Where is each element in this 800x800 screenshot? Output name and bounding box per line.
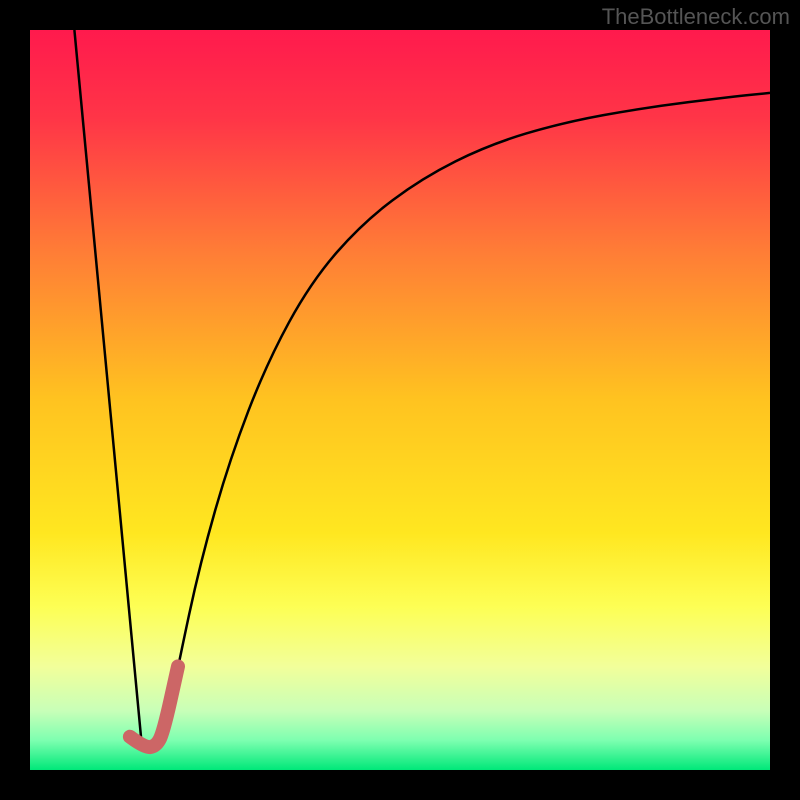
attribution-text: TheBottleneck.com	[602, 4, 790, 30]
plot-area	[30, 30, 770, 770]
chart-frame: TheBottleneck.com	[0, 0, 800, 800]
gradient-background	[30, 30, 770, 770]
